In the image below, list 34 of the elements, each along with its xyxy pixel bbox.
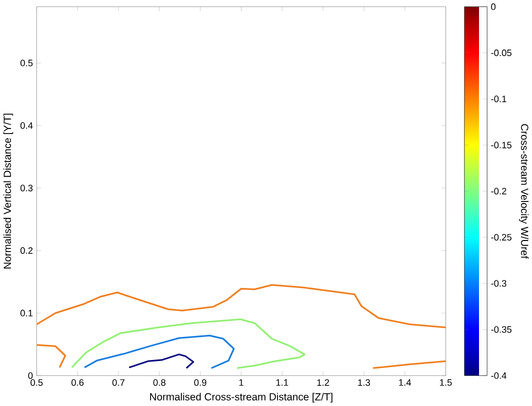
x-tick-label: 1.4 xyxy=(399,379,412,386)
x-tick-label: 0.9 xyxy=(194,379,206,386)
x-tick-label: 1.3 xyxy=(358,379,370,386)
x-tick-label: 1.1 xyxy=(276,379,288,386)
color-bar-label: -0.1 xyxy=(491,96,506,102)
color-bar-label: -0.25 xyxy=(491,234,512,241)
x-tick-label: 0.7 xyxy=(112,379,124,386)
color-bar-label: -0.2 xyxy=(491,188,506,194)
y-tick-label: 0.1 xyxy=(20,310,33,316)
color-bar-label: 0 xyxy=(491,3,496,10)
color-bar-label: -0.35 xyxy=(491,326,512,333)
x-axis-title: Normalised Cross-stream Distance [Z/T] xyxy=(150,392,332,403)
x-tick-label: 0.5 xyxy=(30,379,43,386)
line-series xyxy=(36,284,446,328)
y-tick-label: 0.4 xyxy=(20,122,33,129)
x-tick-label: 0.6 xyxy=(71,379,84,386)
line-series xyxy=(128,354,194,369)
y-tick-label: 0.2 xyxy=(20,247,33,254)
y-axis-title: Normalised Vertical Distance [Y/T] xyxy=(3,114,14,269)
color-bar-label: -0.05 xyxy=(491,50,512,56)
color-bar-title: Cross-stream Velocity W/Uref xyxy=(518,124,529,259)
line-series xyxy=(71,318,306,369)
line-series xyxy=(84,334,235,369)
x-tick-label: 1.5 xyxy=(440,379,452,386)
y-tick-label: 0.5 xyxy=(20,60,33,66)
color-bar-label: -0.15 xyxy=(491,142,512,148)
color-bar-label: -0.4 xyxy=(491,372,506,379)
x-tick-label: 1 xyxy=(239,379,244,386)
color-bar-label: -0.3 xyxy=(491,280,506,287)
x-tick-label: 1.2 xyxy=(317,379,329,386)
line-series xyxy=(36,344,66,368)
y-tick-label: 0 xyxy=(28,372,33,379)
y-tick-label: 0.3 xyxy=(20,184,33,192)
x-tick-label: 0.8 xyxy=(153,379,166,386)
